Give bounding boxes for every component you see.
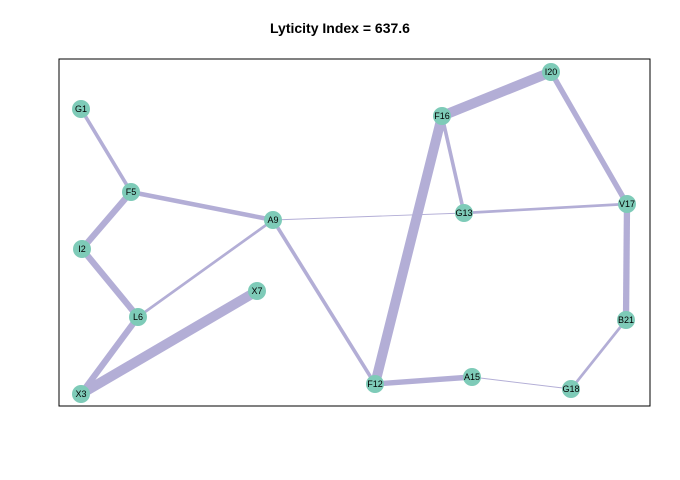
node-I20: I20 [542, 63, 560, 81]
node-label: F12 [367, 379, 383, 389]
node-label: A15 [464, 372, 480, 382]
edge-G13-V17 [463, 202, 628, 215]
node-A9: A9 [264, 211, 282, 229]
node-F12: F12 [366, 375, 384, 393]
node-A15: A15 [463, 368, 481, 386]
node-circle [248, 282, 266, 300]
edge-L6-A9 [137, 218, 274, 319]
node-V17: V17 [618, 195, 636, 213]
nodes-layer: G1 F5 I2 L6 X3 X7 A9 F16 I20 G13 V17 B21 F12 A15 G18 [72, 63, 636, 403]
node-circle [562, 380, 580, 398]
node-label: I20 [545, 67, 558, 77]
node-label: F16 [434, 111, 450, 121]
node-G13: G13 [455, 204, 473, 222]
node-circle [72, 385, 90, 403]
plot-frame [58, 58, 651, 407]
edge-I2-L6 [79, 246, 141, 320]
node-G1: G1 [72, 100, 90, 118]
node-F5: F5 [122, 183, 140, 201]
edge-F16-G13 [440, 115, 466, 214]
node-circle [366, 375, 384, 393]
edge-F5-I2 [79, 189, 134, 252]
node-circle [542, 63, 560, 81]
node-G18: G18 [562, 380, 580, 398]
node-I2: I2 [73, 240, 91, 258]
node-label: G18 [562, 384, 579, 394]
node-label: L6 [133, 312, 143, 322]
node-label: I2 [78, 244, 86, 254]
node-label: B21 [618, 315, 634, 325]
node-label: X7 [251, 286, 262, 296]
node-circle [455, 204, 473, 222]
edge-L6-X3 [78, 315, 141, 396]
node-circle [617, 311, 635, 329]
edge-A9-F12 [271, 219, 377, 385]
node-label: V17 [619, 199, 635, 209]
edge-F5-A9 [130, 189, 274, 223]
node-circle [129, 308, 147, 326]
node-label: X3 [75, 389, 86, 399]
node-label: A9 [267, 215, 278, 225]
node-F16: F16 [433, 107, 451, 125]
edge-I20-V17 [548, 70, 630, 206]
node-circle [433, 107, 451, 125]
node-circle [73, 240, 91, 258]
node-X7: X7 [248, 282, 266, 300]
edge-F12-A15 [374, 374, 473, 387]
node-L6: L6 [129, 308, 147, 326]
chart-title: Lyticity Index = 637.6 [270, 20, 410, 36]
node-X3: X3 [72, 385, 90, 403]
edge-V17-B21 [622, 203, 631, 321]
node-B21: B21 [617, 311, 635, 329]
node-label: F5 [126, 187, 137, 197]
node-circle [122, 183, 140, 201]
edge-A15-G18 [471, 376, 572, 390]
node-circle [618, 195, 636, 213]
edge-B21-G18 [569, 319, 628, 390]
edge-A9-G13 [272, 212, 465, 221]
node-circle [463, 368, 481, 386]
edge-F16-F12 [370, 114, 447, 386]
node-label: G1 [75, 104, 87, 114]
edge-G1-F5 [79, 108, 133, 193]
node-circle [72, 100, 90, 118]
edge-X3-X7 [78, 286, 260, 399]
edges-layer [78, 67, 631, 399]
edge-F16-I20 [440, 67, 553, 121]
node-label: G13 [455, 208, 472, 218]
node-circle [264, 211, 282, 229]
